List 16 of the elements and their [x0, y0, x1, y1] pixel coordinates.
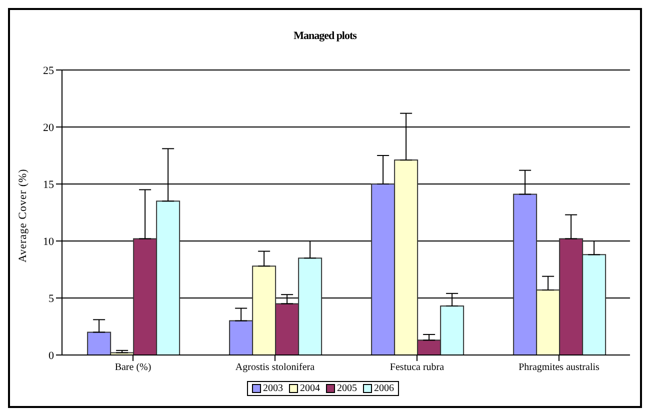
legend-label: 2003: [262, 383, 283, 394]
chart-title: Managed plots: [292, 30, 358, 42]
y-tick-label: 10: [43, 236, 54, 248]
y-tick-label: 5: [48, 292, 54, 305]
x-tick-label: Festuca rubra: [390, 362, 445, 374]
x-tick-label: Phragmites australis: [518, 362, 600, 374]
y-tick-label: 15: [43, 178, 54, 191]
legend-label: 2006: [373, 383, 394, 394]
y-tick-label: 25: [43, 64, 54, 77]
legend-label: 2005: [336, 383, 357, 394]
y-tick-label: 0: [48, 350, 54, 362]
y-axis-title: Average Cover (%): [16, 168, 29, 262]
legend-label: 2004: [299, 383, 320, 394]
y-tick-label: 20: [43, 122, 54, 134]
x-tick-label: Agrostis stolonifera: [235, 362, 316, 374]
x-tick-label: Bare (%): [114, 362, 152, 374]
